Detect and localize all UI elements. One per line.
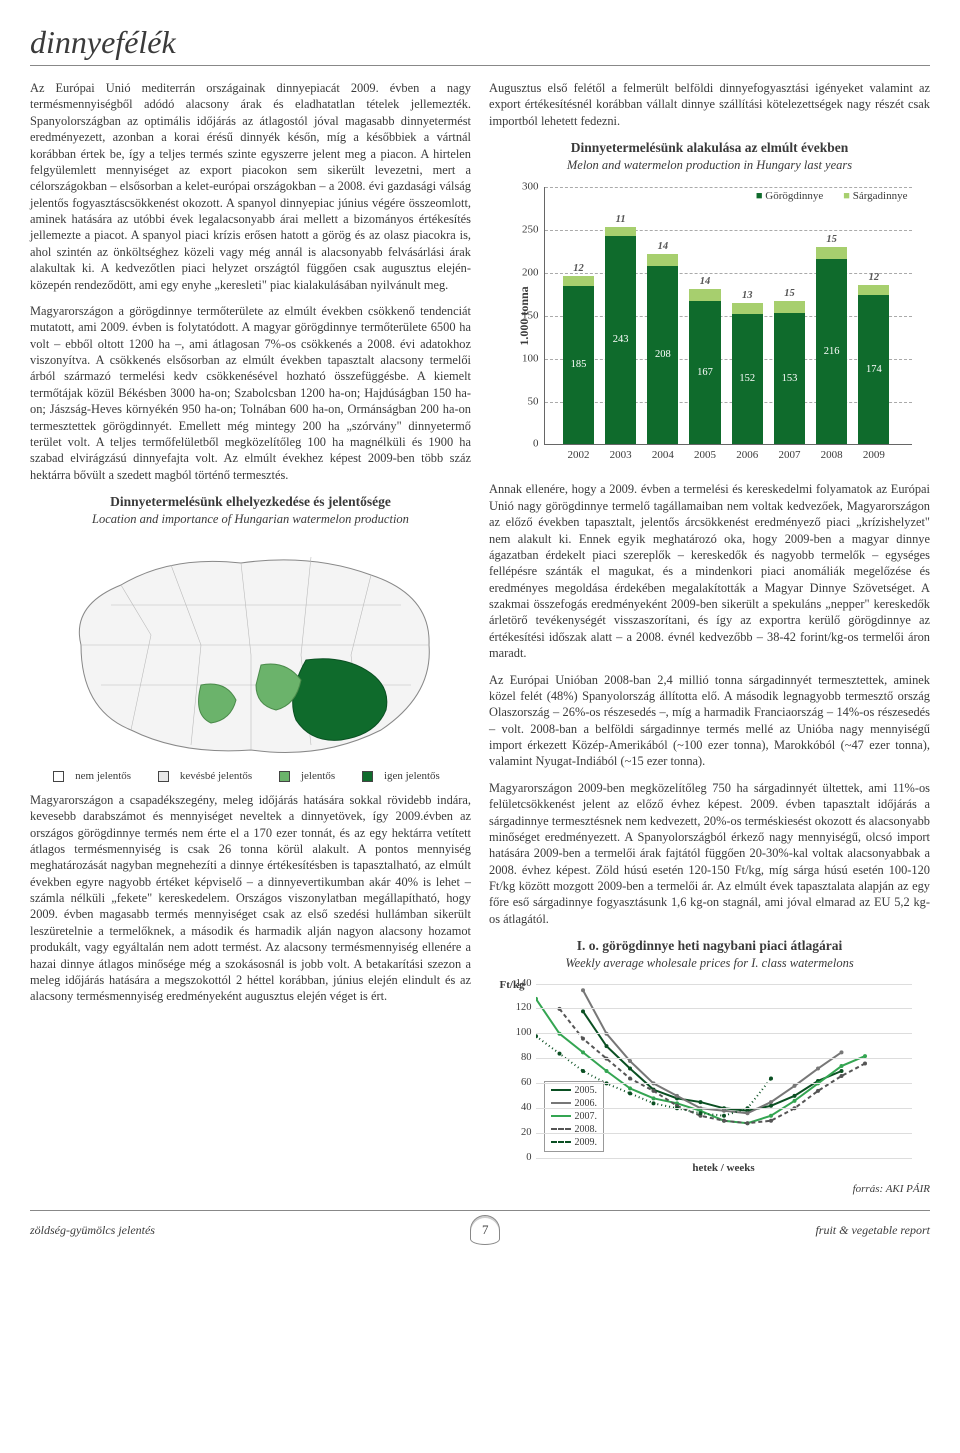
line-ytick: 100	[506, 1026, 536, 1040]
line-ytick: 80	[506, 1051, 536, 1065]
map-legend: nem jelentős kevésbé jelentős jelentős i…	[30, 769, 471, 784]
bar-xtick: 2005	[683, 444, 727, 463]
map-subtitle: Location and importance of Hungarian wat…	[30, 511, 471, 528]
line-chart-subtitle: Weekly average wholesale prices for I. c…	[489, 955, 930, 972]
bar-xtick: 2009	[852, 444, 896, 463]
legend-sw-4	[362, 771, 373, 782]
line-legend: 2005.2006.2007.2008.2009.	[544, 1081, 605, 1152]
bar-ytick: 150	[511, 309, 545, 324]
right-para-2: Az Európai Unióban 2008-ban 2,4 millió t…	[489, 672, 930, 770]
bar-group: 13152	[732, 303, 763, 444]
right-column: Augusztus első felétől a felmerült belfö…	[489, 80, 930, 1196]
bar-xtick: 2007	[767, 444, 811, 463]
left-para-2: Magyarországon a görögdinnye termőterüle…	[30, 303, 471, 483]
bar-group: 12174	[858, 285, 889, 444]
bar-group: 15153	[774, 301, 805, 445]
page-title: dinnyefélék	[30, 24, 930, 61]
left-para-1: Az Európai Unió mediterrán országainak d…	[30, 80, 471, 293]
bar-group: 14167	[689, 289, 720, 444]
bar-group: 14208	[647, 254, 678, 444]
right-para-1: Annak ellenére, hogy a 2009. évben a ter…	[489, 481, 930, 661]
line-ytick: 20	[506, 1126, 536, 1140]
bar-xtick: 2004	[641, 444, 685, 463]
line-ytick: 40	[506, 1101, 536, 1115]
page-footer: zöldség-gyümölcs jelentés 7 fruit & vege…	[30, 1210, 930, 1245]
line-ytick: 0	[506, 1151, 536, 1165]
content-columns: Az Európai Unió mediterrán országainak d…	[30, 80, 930, 1196]
line-ytick: 140	[506, 977, 536, 991]
footer-right: fruit & vegetable report	[815, 1223, 930, 1238]
bar-xtick: 2003	[599, 444, 643, 463]
right-para-3: Magyarországon 2009-ben megközelítőleg 7…	[489, 780, 930, 927]
bar-ytick: 300	[511, 180, 545, 195]
line-chart-title: I. o. görögdinnye heti nagybani piaci át…	[489, 937, 930, 955]
line-chart: Ft/kg 2005.2006.2007.2008.2009. hetek / …	[500, 980, 920, 1180]
bar-chart-title: Dinnyetermelésünk alakulása az elmúlt év…	[489, 139, 930, 157]
hungary-map	[61, 535, 441, 765]
bar-xtick: 2006	[725, 444, 769, 463]
map-title: Dinnyetermelésünk elhelyezkedése és jele…	[30, 493, 471, 511]
legend-sw-3	[279, 771, 290, 782]
bar-ytick: 50	[511, 394, 545, 409]
bar-ytick: 0	[511, 437, 545, 452]
chart-source: forrás: AKI PÁIR	[489, 1182, 930, 1197]
bar-ytick: 200	[511, 266, 545, 281]
line-ytick: 120	[506, 1001, 536, 1015]
bar-xtick: 2008	[810, 444, 854, 463]
left-para-3: Magyarországon a csapadékszegény, meleg …	[30, 792, 471, 1005]
legend-sw-2	[158, 771, 169, 782]
bar-group: 15216	[816, 247, 847, 445]
line-xlabel: hetek / weeks	[536, 1161, 912, 1176]
bar-group: 11243	[605, 227, 636, 445]
footer-left: zöldség-gyümölcs jelentés	[30, 1223, 155, 1238]
bar-legend: ■ Görögdinnye■ Sárgadinnye	[736, 189, 908, 204]
bar-group: 12185	[563, 276, 594, 445]
bar-chart-subtitle: Melon and watermelon production in Hunga…	[489, 157, 930, 174]
bar-xtick: 2002	[556, 444, 600, 463]
bar-chart: 1.000 tonna ■ Görögdinnye■ Sárgadinnye 0…	[500, 181, 920, 471]
left-column: Az Európai Unió mediterrán országainak d…	[30, 80, 471, 1196]
map-wrap: nem jelentős kevésbé jelentős jelentős i…	[30, 535, 471, 784]
title-rule	[30, 65, 930, 66]
right-intro: Augusztus első felétől a felmerült belfö…	[489, 80, 930, 129]
page-number-badge: 7	[470, 1215, 500, 1245]
legend-sw-1	[53, 771, 64, 782]
line-ytick: 60	[506, 1076, 536, 1090]
bar-ytick: 250	[511, 223, 545, 238]
bar-ytick: 100	[511, 352, 545, 367]
